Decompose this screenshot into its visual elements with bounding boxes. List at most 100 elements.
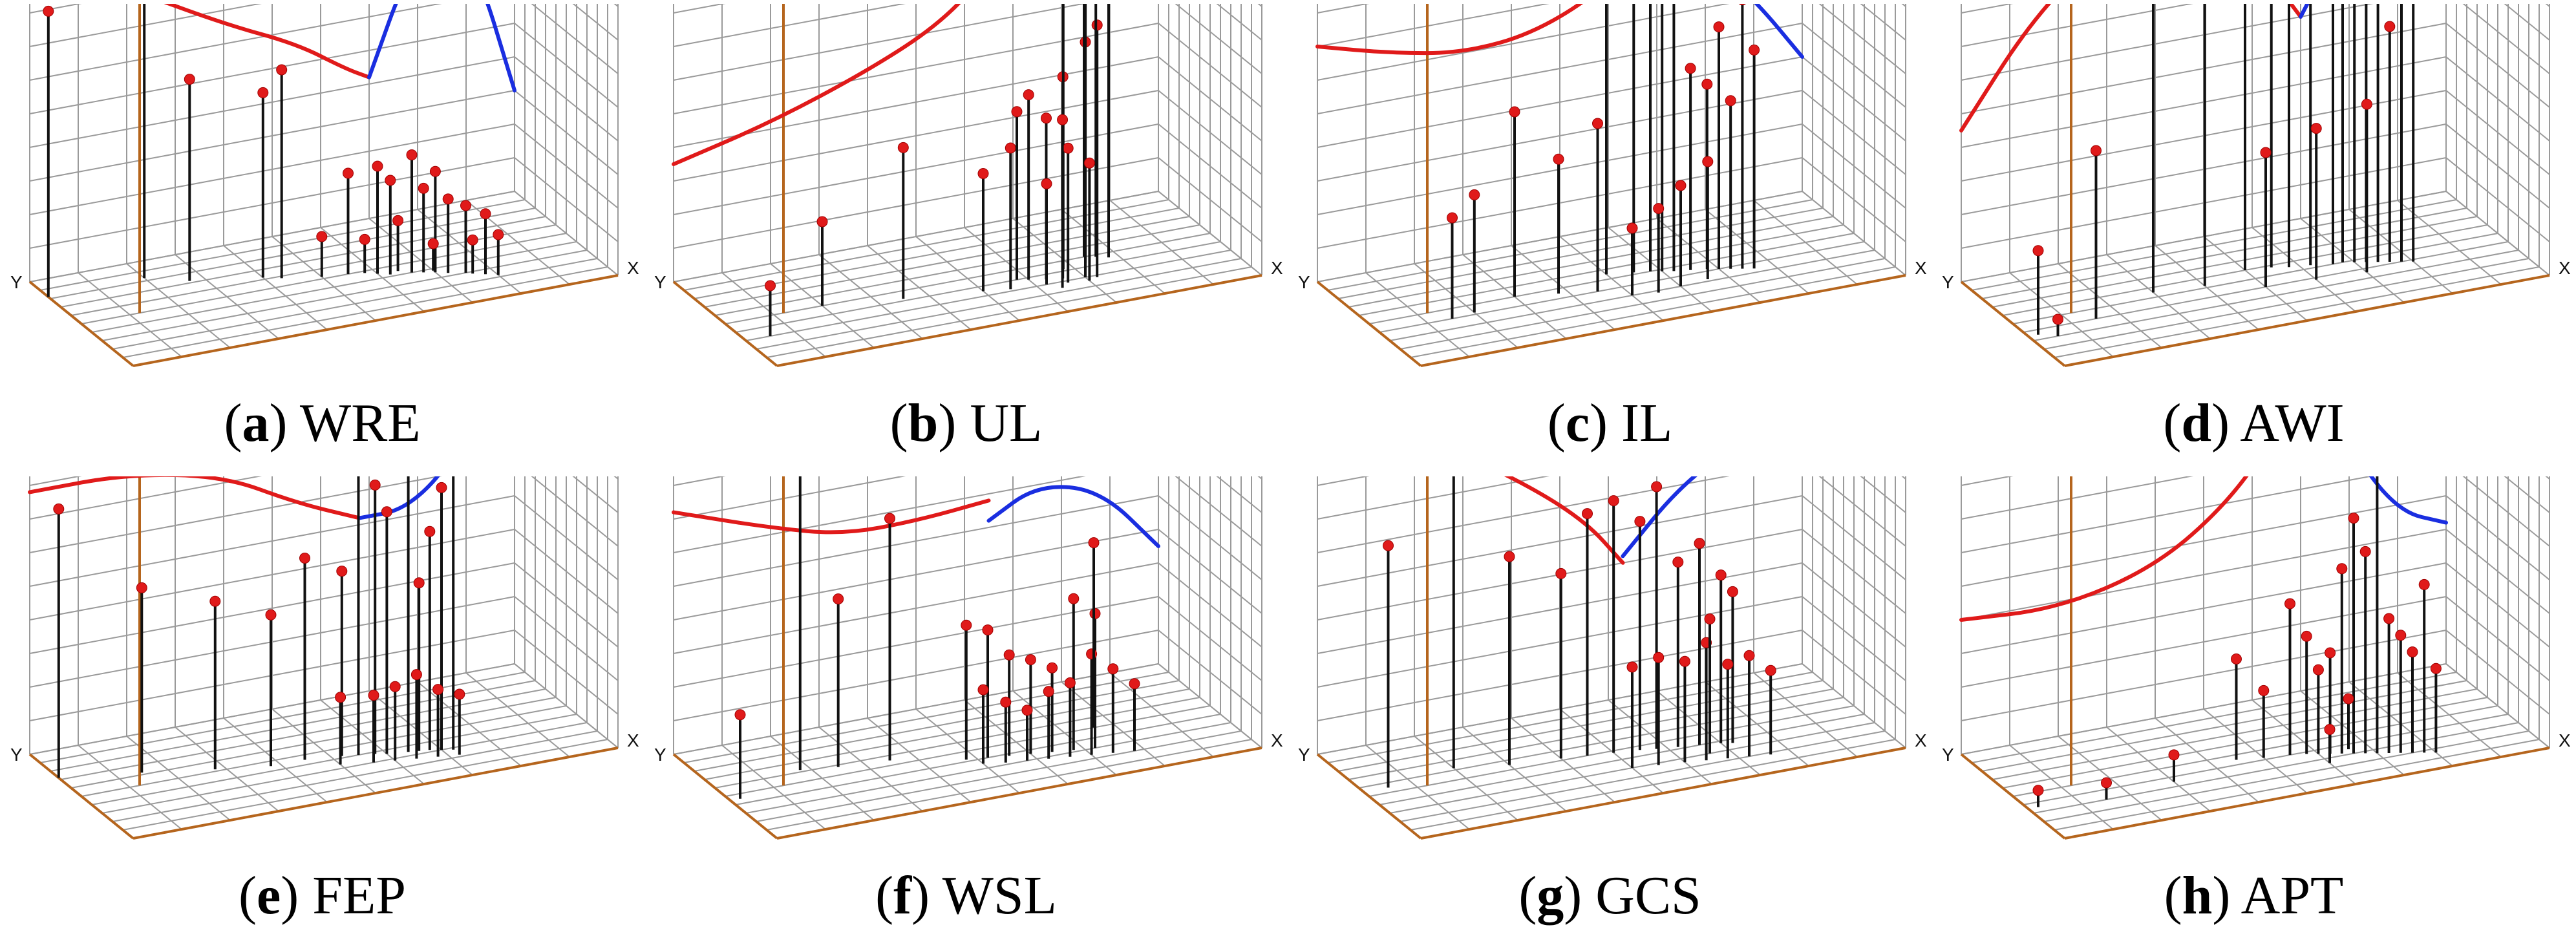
floor-gridline: [1608, 227, 1712, 312]
data-point: [1704, 613, 1716, 625]
back-wall-gridline: [1961, 476, 2374, 553]
floor-gridline: [2397, 200, 2502, 285]
floor-gridline: [1368, 233, 1855, 324]
data-point: [884, 513, 895, 524]
side-wall-gridline: [1158, 495, 1262, 580]
y-axis-label: Y: [1298, 745, 1310, 765]
y-axis-label: Y: [10, 272, 23, 292]
floor-gridline: [70, 697, 557, 789]
grid: [1317, 4, 1906, 366]
caption-label: a: [242, 393, 270, 453]
back-wall-gridline: [673, 23, 1159, 114]
axes: XYZ: [1298, 4, 1927, 367]
data-point: [1608, 495, 1619, 507]
axes: XYZ: [654, 4, 1283, 367]
floor-gridline: [2251, 227, 2356, 312]
data-point: [1383, 540, 1394, 551]
axes: XYZ: [1942, 476, 2571, 840]
side-wall-gridline: [572, 4, 619, 41]
data-point: [316, 231, 328, 242]
side-wall-gridline: [2462, 476, 2550, 547]
floor-gridline: [2002, 697, 2488, 789]
data-point: [2032, 245, 2044, 257]
panel-g: XYZ (g) GCS: [1292, 476, 1928, 939]
floor-gridline: [2300, 218, 2405, 303]
data-point: [369, 479, 381, 491]
side-wall-gridline: [1802, 495, 1906, 580]
blue-curve: [2368, 476, 2448, 525]
data-point: [454, 688, 465, 700]
back-wall-gridline: [1317, 4, 1550, 47]
panel-e: XYZ (e) FEP: [4, 476, 641, 939]
back-wall-gridline: [1317, 476, 1550, 520]
side-wall-gridline: [2504, 476, 2550, 513]
data-points: [53, 476, 465, 778]
side-wall-gridline: [1216, 476, 1262, 513]
data-point: [2325, 647, 2336, 659]
data-point: [2310, 123, 2322, 134]
data-point: [1713, 21, 1725, 33]
caption-name: AWI: [2240, 393, 2345, 453]
floor-gridline: [704, 688, 1190, 780]
caption-label: d: [2181, 393, 2212, 453]
data-point: [1447, 212, 1458, 224]
y-axis-line: [672, 753, 778, 840]
caption-e: (e) FEP: [238, 865, 406, 926]
data-point: [392, 215, 404, 226]
caption-name: FEP: [312, 865, 406, 926]
data-point: [1003, 649, 1015, 661]
data-points: [43, 4, 504, 297]
data-point: [265, 609, 277, 621]
y-axis-label: Y: [10, 745, 23, 765]
floor-gridline: [2445, 191, 2550, 276]
y-axis-label: Y: [1298, 272, 1310, 292]
data-point: [1083, 157, 1095, 169]
data-point: [1743, 650, 1755, 661]
floor-gridline: [1337, 680, 1824, 772]
axes: XYZ: [1942, 4, 2571, 367]
floor-gridline: [1158, 663, 1262, 749]
floor-gridline: [368, 218, 473, 303]
floor-gridline: [725, 705, 1211, 797]
floor-gridline: [1802, 663, 1906, 749]
x-axis-line: [776, 274, 1262, 367]
x-axis-label: X: [627, 730, 639, 750]
data-point: [816, 216, 828, 228]
x-axis-label: X: [1271, 258, 1283, 278]
back-wall-gridline: [29, 476, 442, 553]
floor-gridline: [50, 207, 536, 299]
data-point: [2336, 563, 2348, 575]
data-point: [493, 229, 504, 240]
floor-gridline: [1802, 191, 1906, 276]
data-point: [1005, 142, 1016, 154]
data-point: [1653, 652, 1665, 663]
floor-gridline: [1992, 216, 2478, 308]
side-wall-gridline: [1175, 4, 1262, 74]
floor-gridline: [1608, 699, 1712, 785]
data-point: [2091, 145, 2102, 156]
back-wall-gridline: [673, 476, 1086, 553]
floor-gridline: [1368, 705, 1855, 797]
data-point: [2284, 598, 2295, 610]
grid: [673, 476, 1262, 839]
data-point: [1694, 538, 1705, 549]
blue-curve: [986, 485, 1160, 548]
data-point: [1469, 189, 1480, 200]
floor-gridline: [694, 680, 1180, 772]
data-point: [413, 577, 425, 589]
data-point: [2348, 513, 2359, 524]
data-point: [1592, 118, 1603, 129]
x-axis-label: X: [2559, 258, 2571, 278]
floor-gridline: [1705, 209, 1809, 294]
data-point: [276, 64, 288, 76]
floor-gridline: [1358, 697, 1844, 789]
blue-curve: [1621, 476, 1698, 558]
back-wall-gridline: [1961, 4, 2194, 47]
x-axis-label: X: [2559, 730, 2571, 750]
data-point: [381, 506, 392, 518]
red-curve: [28, 476, 361, 520]
data-point: [2032, 785, 2044, 796]
data-point: [359, 233, 370, 245]
floor-gridline: [39, 672, 526, 763]
